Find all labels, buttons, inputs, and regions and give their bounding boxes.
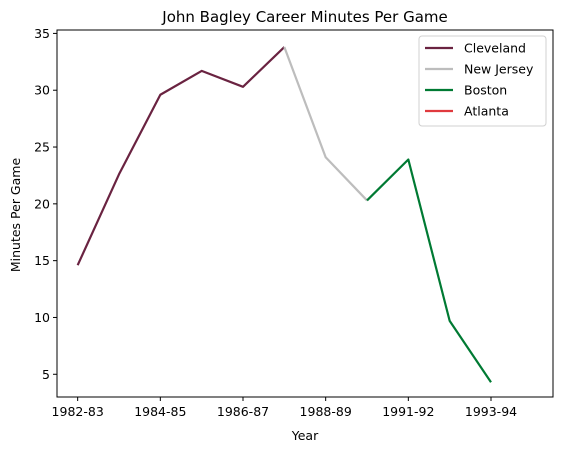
x-tick-label-3: 1988-89 (300, 404, 352, 419)
x-axis-label: Year (291, 428, 319, 443)
y-axis-label: Minutes Per Game (8, 158, 23, 273)
legend: Cleveland New Jersey Boston Atlanta (418, 35, 547, 127)
y-tick-label-0: 5 (42, 367, 50, 382)
series-line-2 (366, 158, 492, 383)
x-tick-label-1: 1984-85 (134, 404, 186, 419)
x-tick-label-2: 1986-87 (217, 404, 269, 419)
series-layer (76, 46, 492, 383)
y-tick-label-2: 15 (34, 253, 50, 268)
y-tick-label-5: 30 (34, 83, 50, 98)
legend-label-0: Cleveland (464, 41, 526, 56)
legend-label-3: Atlanta (464, 104, 509, 119)
x-tick-label-0: 1982-83 (52, 404, 104, 419)
legend-label-2: Boston (464, 83, 507, 98)
x-tick-label-5: 1993-94 (465, 404, 517, 419)
plot-frame (56, 29, 554, 398)
chart-title: John Bagley Career Minutes Per Game (161, 8, 447, 26)
y-tick-label-3: 20 (34, 196, 50, 211)
x-tick-label-4: 1991-92 (382, 404, 434, 419)
y-tick-label-6: 35 (34, 26, 50, 41)
legend-box (418, 35, 547, 127)
ticks-layer: 1982-83 1984-85 1986-87 1988-89 1991-92 1993-… (34, 26, 517, 419)
y-tick-label-1: 10 (34, 310, 50, 325)
series-line-1 (283, 46, 368, 202)
legend-label-1: New Jersey (464, 62, 534, 77)
y-tick-label-4: 25 (34, 140, 50, 155)
series-line-0 (76, 46, 286, 266)
